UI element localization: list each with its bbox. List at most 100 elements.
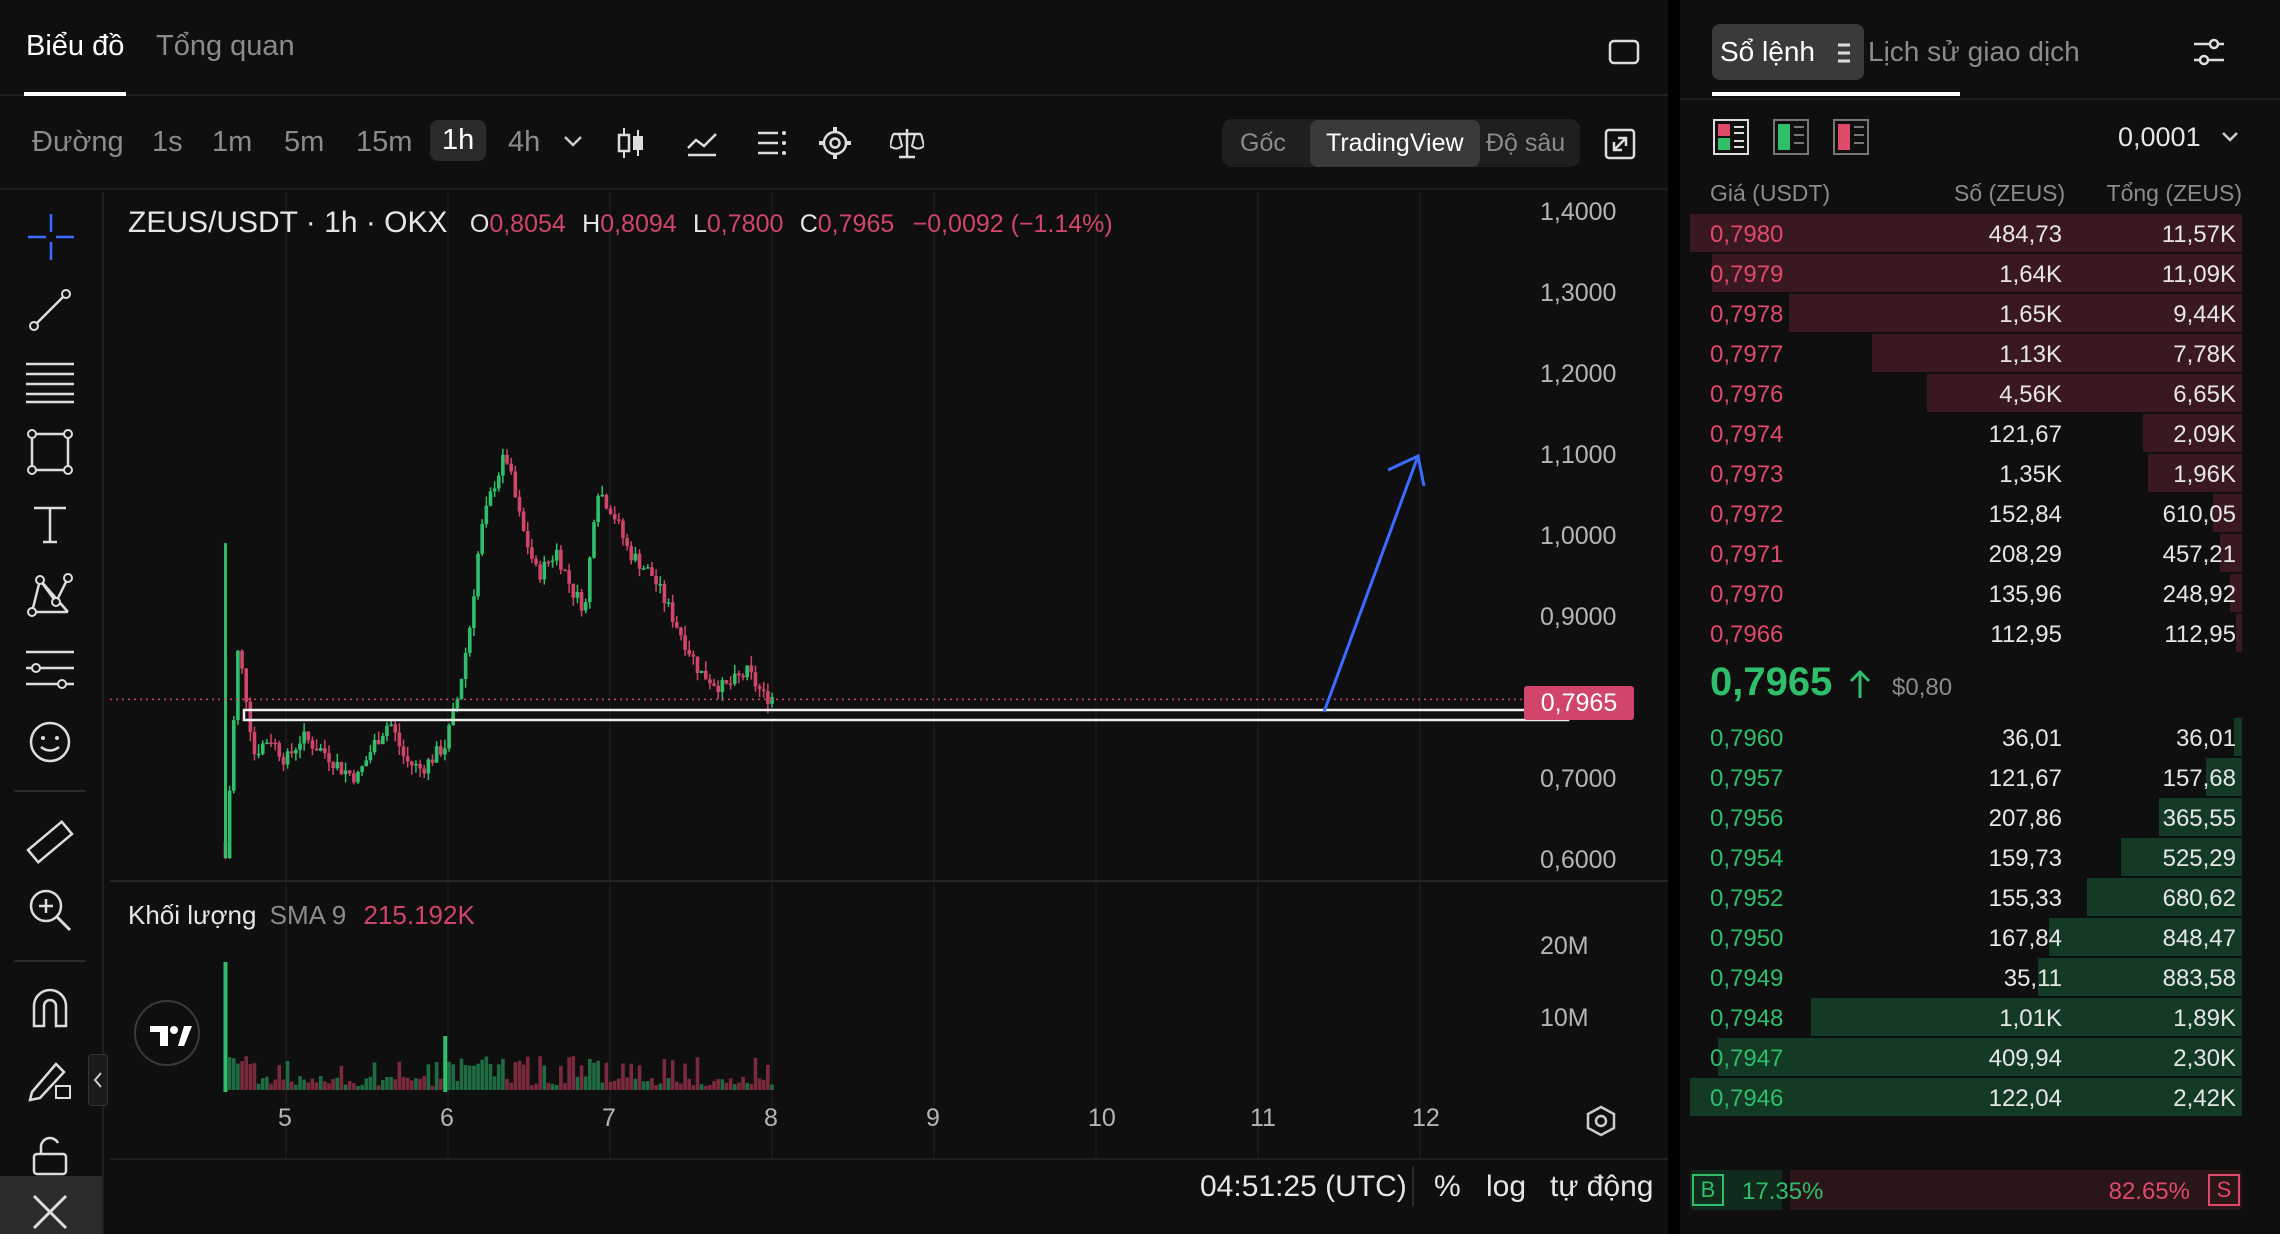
expand-icon[interactable] xyxy=(1604,128,1636,160)
log-scale-button[interactable]: log xyxy=(1486,1170,1527,1203)
candle xyxy=(236,650,240,721)
volume-bar xyxy=(273,1079,277,1090)
volume-bar xyxy=(496,1064,501,1090)
book-bids-icon[interactable] xyxy=(1772,118,1810,156)
filter-settings-icon[interactable] xyxy=(2192,36,2226,70)
bid-row[interactable]: 0,7947 409,94 2,30K xyxy=(1690,1038,2242,1078)
ask-price: 0,7972 xyxy=(1710,501,1784,528)
scale-icon[interactable] xyxy=(890,126,924,160)
pattern-tool-icon[interactable] xyxy=(26,572,74,620)
interval-1m[interactable]: 1m xyxy=(212,126,253,158)
ask-row[interactable]: 0,7976 4,56K 6,65K xyxy=(1690,374,2242,414)
tradingview-logo[interactable] xyxy=(134,1000,200,1066)
projection-tool-icon[interactable] xyxy=(24,646,76,690)
emoji-icon[interactable] xyxy=(26,718,74,766)
buy-sell-ratio: B 17.35% 82.65% S xyxy=(1690,1170,2242,1210)
bid-row[interactable]: 0,7960 36,01 36,01 xyxy=(1690,718,2242,758)
interval-1s[interactable]: 1s xyxy=(152,126,183,158)
ask-row[interactable]: 0,7974 121,67 2,09K xyxy=(1690,414,2242,454)
interval-1h[interactable]: 1h xyxy=(430,120,487,161)
view-tradingview[interactable]: TradingView xyxy=(1310,120,1480,167)
clock-label[interactable]: 04:51:25 (UTC) xyxy=(1200,1170,1407,1203)
support-zone-rectangle[interactable] xyxy=(242,708,1570,722)
trend-line-icon[interactable] xyxy=(26,286,74,334)
interval-15m[interactable]: 15m xyxy=(356,126,413,158)
time-settings-icon[interactable] xyxy=(1584,1104,1618,1138)
tab-chart[interactable]: Biểu đồ xyxy=(26,30,125,62)
tab-orderbook[interactable]: Sổ lệnh xyxy=(1712,24,1864,80)
ask-row[interactable]: 0,7973 1,35K 1,96K xyxy=(1690,454,2242,494)
volume-bar xyxy=(314,1082,319,1090)
ruler-icon[interactable] xyxy=(24,816,76,868)
tab-overview[interactable]: Tổng quan xyxy=(156,30,295,62)
bid-total: 2,30K xyxy=(2173,1045,2236,1072)
candle xyxy=(708,679,712,684)
ask-row[interactable]: 0,7971 208,29 457,21 xyxy=(1690,534,2242,574)
ask-row[interactable]: 0,7972 152,84 610,05 xyxy=(1690,494,2242,534)
ask-size: 135,96 xyxy=(1988,581,2062,608)
arrow-drawing[interactable] xyxy=(1322,453,1426,713)
volume-bar xyxy=(633,1078,638,1090)
volume-bar xyxy=(505,1078,509,1090)
tab-trade-history[interactable]: Lịch sử giao dịch xyxy=(1868,36,2080,67)
bid-row[interactable]: 0,7950 167,84 848,47 xyxy=(1690,918,2242,958)
candlestick-type-icon[interactable] xyxy=(616,126,646,160)
candle xyxy=(463,652,468,679)
volume-bar xyxy=(397,1061,402,1090)
volume-bar xyxy=(674,1081,679,1090)
line-chart-button[interactable]: Đường xyxy=(32,126,124,158)
bid-row[interactable]: 0,7952 155,33 680,62 xyxy=(1690,878,2242,918)
ask-row[interactable]: 0,7979 1,64K 11,09K xyxy=(1690,254,2242,294)
bid-row[interactable]: 0,7954 159,73 525,29 xyxy=(1690,838,2242,878)
volume-bar xyxy=(236,1063,240,1090)
indicators-icon[interactable] xyxy=(686,128,718,158)
fullscreen-window-icon[interactable] xyxy=(1608,38,1640,66)
ask-row[interactable]: 0,7977 1,13K 7,78K xyxy=(1690,334,2242,374)
ask-row[interactable]: 0,7966 112,95 112,95 xyxy=(1690,614,2242,654)
unlock-icon[interactable] xyxy=(30,1134,70,1178)
ask-row[interactable]: 0,7970 135,96 248,92 xyxy=(1690,574,2242,614)
rectangle-tool-icon[interactable] xyxy=(26,428,74,476)
candle xyxy=(658,583,663,586)
toolbar-divider xyxy=(14,790,86,792)
view-original[interactable]: Gốc xyxy=(1240,129,1286,157)
book-asks-icon[interactable] xyxy=(1832,118,1870,156)
candle xyxy=(554,549,559,561)
price-chart[interactable] xyxy=(110,192,1668,1158)
volume-bar xyxy=(679,1083,683,1090)
zoom-in-icon[interactable] xyxy=(26,886,74,934)
precision-select[interactable]: 0,0001 xyxy=(2118,122,2201,152)
volume-bar xyxy=(641,1081,646,1090)
bid-row[interactable]: 0,7949 35,11 883,58 xyxy=(1690,958,2242,998)
text-tool-icon[interactable] xyxy=(30,504,70,546)
view-depth[interactable]: Độ sâu xyxy=(1486,129,1566,157)
bid-row[interactable]: 0,7957 121,67 157,68 xyxy=(1690,758,2242,798)
magnet-icon[interactable] xyxy=(28,986,72,1030)
percent-scale-button[interactable]: % xyxy=(1434,1170,1461,1203)
gear-icon[interactable] xyxy=(818,126,852,160)
lock-drawing-icon[interactable] xyxy=(26,1056,74,1102)
candle xyxy=(472,596,476,628)
list-settings-icon[interactable] xyxy=(756,128,788,158)
collapse-toolbar-button[interactable] xyxy=(88,1054,108,1106)
candle xyxy=(691,654,696,657)
ask-row[interactable]: 0,7980 484,73 11,57K xyxy=(1690,214,2242,254)
bid-row[interactable]: 0,7946 122,04 2,42K xyxy=(1690,1078,2242,1118)
bid-row[interactable]: 0,7956 207,86 365,55 xyxy=(1690,798,2242,838)
volume-bar xyxy=(265,1076,269,1090)
auto-scale-button[interactable]: tự động xyxy=(1550,1170,1654,1203)
volume-bar xyxy=(737,1082,741,1090)
interval-5m[interactable]: 5m xyxy=(284,126,325,158)
candle xyxy=(629,546,634,561)
ask-row[interactable]: 0,7978 1,65K 9,44K xyxy=(1690,294,2242,334)
bid-depth-bar xyxy=(1690,1078,2242,1116)
candle xyxy=(633,553,638,561)
book-both-icon[interactable] xyxy=(1712,118,1750,156)
chevron-down-icon[interactable] xyxy=(562,134,584,148)
chevron-down-icon[interactable] xyxy=(2220,130,2240,144)
remove-drawings-button[interactable] xyxy=(0,1176,102,1234)
crosshair-icon[interactable] xyxy=(28,214,74,260)
fib-lines-icon[interactable] xyxy=(24,360,76,404)
interval-4h[interactable]: 4h xyxy=(508,126,541,158)
bid-row[interactable]: 0,7948 1,01K 1,89K xyxy=(1690,998,2242,1038)
